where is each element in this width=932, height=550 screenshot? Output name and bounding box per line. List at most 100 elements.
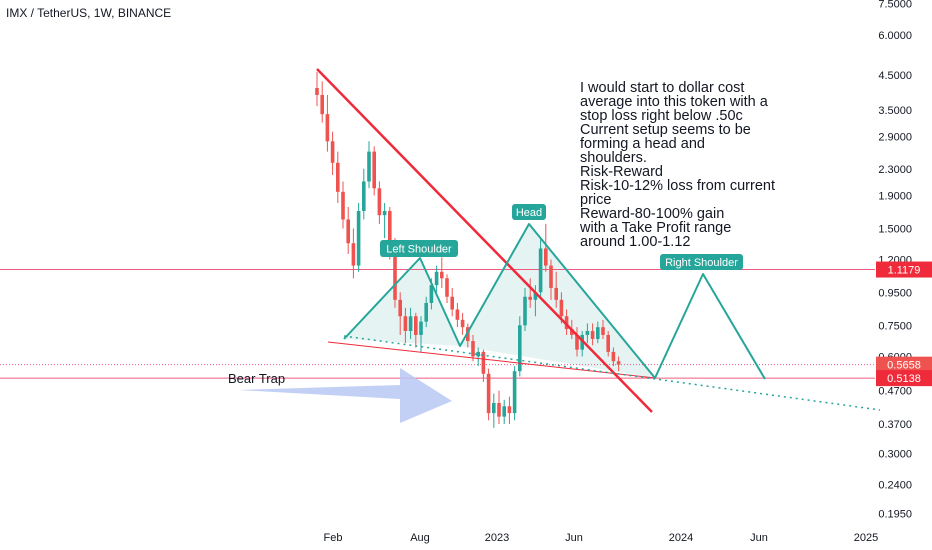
neckline-dotted xyxy=(343,335,881,411)
candle-body xyxy=(518,325,522,372)
y-tick-label: 2.9000 xyxy=(878,131,912,143)
x-tick-label: 2023 xyxy=(485,532,509,544)
candle-body xyxy=(372,151,376,189)
candle-body xyxy=(414,316,418,335)
chart-title: IMX / TetherUS, 1W, BINANCE xyxy=(6,6,172,20)
head-and-shoulders-path xyxy=(343,223,766,380)
candle-body xyxy=(559,299,564,317)
note-line: forming a head and xyxy=(580,136,705,152)
pattern-labels: Left Shoulder Head Right Shoulder Bear Trap xyxy=(228,204,743,386)
note-line: Reward-80-100% gain xyxy=(580,206,725,222)
candle-body xyxy=(554,287,558,300)
candle-body xyxy=(382,210,387,216)
candle-body xyxy=(528,296,532,300)
candle-body xyxy=(424,302,428,322)
bear-trap-arrow-shape xyxy=(238,368,452,423)
x-tick-label: Aug xyxy=(410,532,430,544)
candle-body xyxy=(471,341,475,357)
y-tick-label: 1.5000 xyxy=(878,223,912,235)
candle-body xyxy=(575,334,579,350)
candle-body xyxy=(330,141,335,163)
candle-body xyxy=(512,371,517,414)
note-line: Risk-10-12% loss from current xyxy=(580,178,775,194)
candle-body xyxy=(403,316,408,331)
lower-level-badge-bg xyxy=(876,370,932,387)
candle-body xyxy=(336,162,340,192)
y-tick-label: 4.5000 xyxy=(878,70,912,82)
candle-body xyxy=(320,94,324,115)
note-line: stop loss right below .50c xyxy=(580,108,743,124)
candle-body xyxy=(611,351,616,362)
lower-level-badge: 0.5138 xyxy=(887,373,921,385)
head-label: Head xyxy=(516,207,542,219)
y-tick-label: 7.5000 xyxy=(878,0,912,11)
note-line: price xyxy=(580,192,612,208)
candle-body xyxy=(419,321,423,335)
candle-body xyxy=(533,292,538,300)
y-tick-label: 2.3000 xyxy=(878,164,912,176)
candle-body xyxy=(398,299,402,317)
y-tick-label: 0.1950 xyxy=(878,508,912,520)
candle-body xyxy=(445,278,449,297)
note-line: I would start to dollar cost xyxy=(580,80,745,96)
y-axis: 7.5000 6.0000 4.5000 3.5000 2.9000 2.3000 1.90… xyxy=(878,0,912,520)
note-line: Risk-Reward xyxy=(580,164,663,180)
candle-body xyxy=(356,210,361,266)
left-shoulder-label-bg xyxy=(380,240,458,257)
note-line: around 1.00-1.12 xyxy=(580,234,691,250)
note-line: shoulders. xyxy=(580,150,647,166)
candle-body xyxy=(596,327,600,339)
head-fill xyxy=(460,224,655,378)
candle-body xyxy=(523,296,527,326)
candle-body xyxy=(502,406,506,417)
y-tick-label: 3.5000 xyxy=(878,105,912,117)
y-tick-label: 0.3000 xyxy=(878,448,912,460)
candle-body xyxy=(367,151,371,182)
descending-trendline xyxy=(316,68,653,413)
x-tick-label: 2025 xyxy=(854,532,878,544)
candle-body xyxy=(408,316,413,331)
candle-body xyxy=(507,406,512,414)
candle-body xyxy=(346,219,350,244)
upper-level-badge-bg xyxy=(876,261,932,278)
y-tick-label: 1.9000 xyxy=(878,190,912,202)
x-tick-label: Jun xyxy=(750,532,768,544)
candle-body xyxy=(351,243,356,266)
candle-body xyxy=(492,403,496,414)
candle-body xyxy=(377,188,382,216)
candle-body xyxy=(601,327,605,335)
right-shoulder-label-bg xyxy=(660,254,743,270)
x-axis: Feb Aug 2023 Jun 2024 Jun 2025 xyxy=(324,532,879,544)
head-label-bg xyxy=(512,204,546,220)
candle-body xyxy=(616,361,621,365)
note-line: with a Take Profit range xyxy=(580,220,732,236)
y-tick-label: 0.4700 xyxy=(878,386,912,398)
candle-body xyxy=(460,319,465,328)
candle-body xyxy=(476,351,480,357)
candle-body xyxy=(450,296,454,310)
candle-body xyxy=(564,316,569,330)
candle-body xyxy=(606,334,610,352)
y-tick-label: 0.3700 xyxy=(878,419,912,431)
candle-body xyxy=(440,271,444,279)
upper-level-badge: 1.1179 xyxy=(888,265,921,277)
x-tick-label: Feb xyxy=(324,532,343,544)
bear-trap-arrow xyxy=(238,368,452,423)
y-tick-label: 0.2400 xyxy=(878,479,912,491)
candle-body xyxy=(315,88,319,95)
y-tick-label: 0.7500 xyxy=(878,320,912,332)
candle-body xyxy=(486,373,491,414)
candle-body xyxy=(481,351,486,374)
candle-body xyxy=(585,330,590,335)
candles xyxy=(315,71,621,428)
y-tick-label: 6.0000 xyxy=(878,30,912,42)
candle-body xyxy=(393,248,397,300)
candle-body xyxy=(362,181,366,211)
candle-body xyxy=(497,403,501,417)
last-price-badge: 0.5658 xyxy=(887,360,921,372)
candle-body xyxy=(455,309,460,320)
candle-body xyxy=(341,191,345,220)
x-tick-label: 2024 xyxy=(669,532,693,544)
